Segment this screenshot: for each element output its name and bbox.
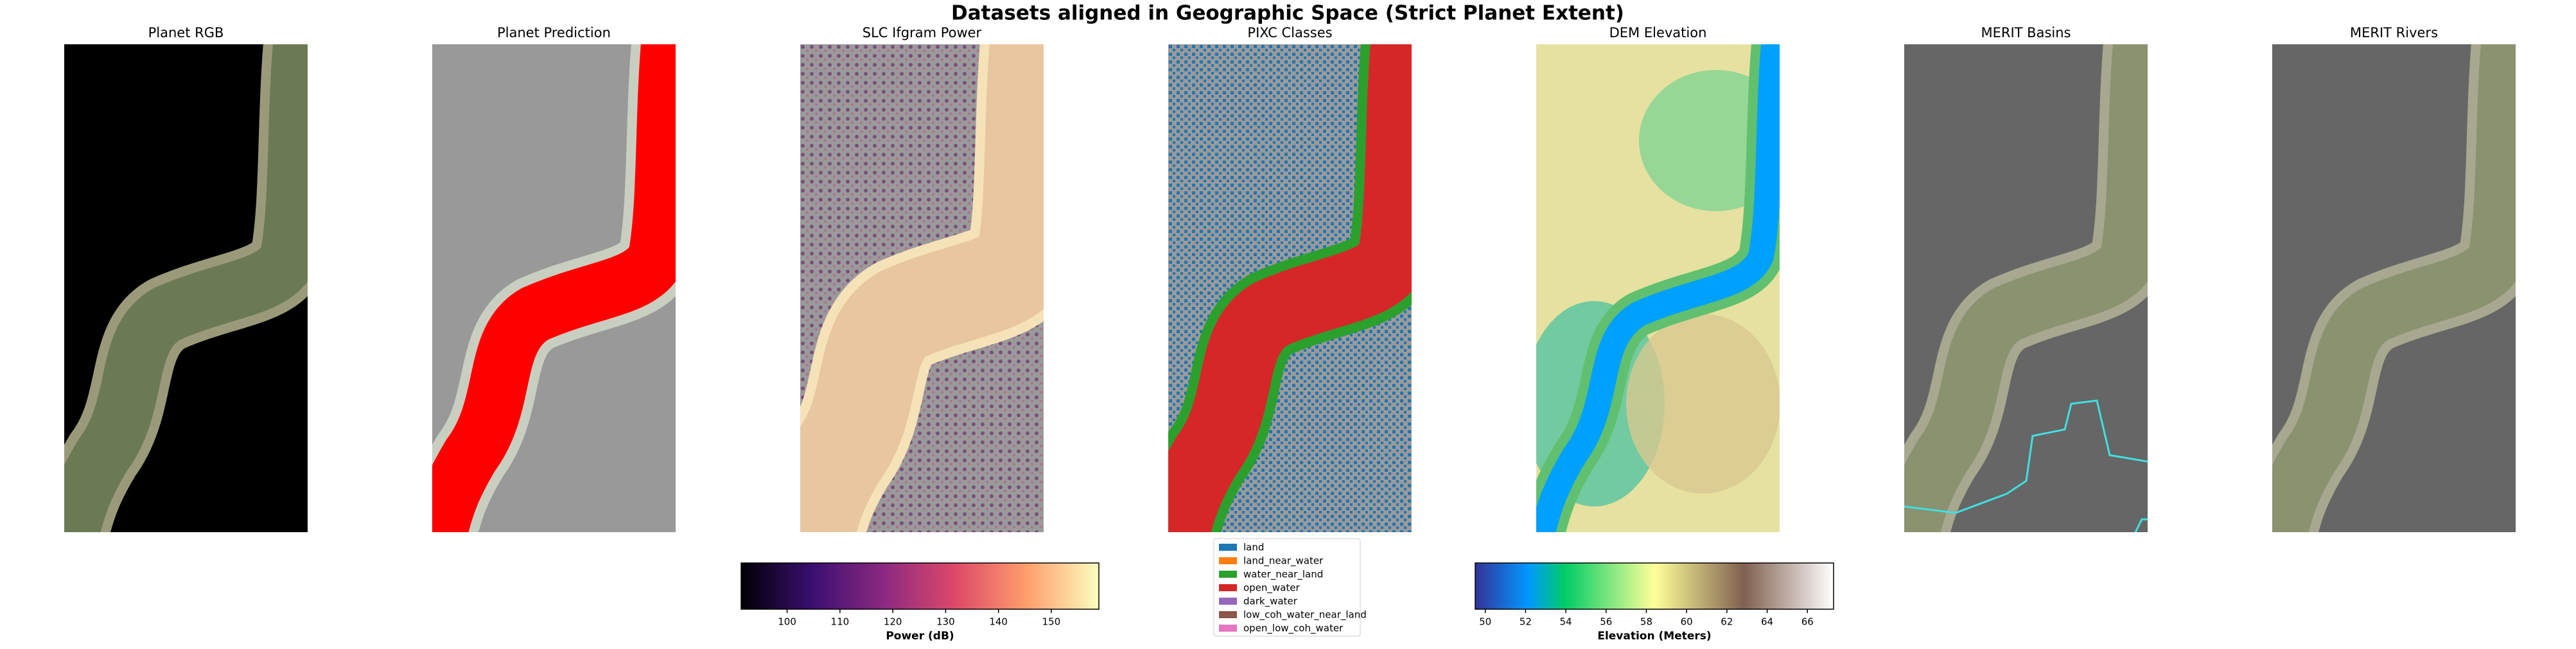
image-content xyxy=(432,44,676,532)
colorbar-tick-label: 52 xyxy=(1520,616,1532,628)
river xyxy=(2272,44,2516,532)
river xyxy=(64,44,308,532)
legend-label: land_near_water xyxy=(1243,555,1324,567)
image-content xyxy=(64,44,308,532)
panel-title: MERIT Rivers xyxy=(2350,25,2438,40)
colorbar-tick-label: 66 xyxy=(1801,616,1814,628)
colorbar-tick-label: 58 xyxy=(1640,616,1652,628)
legend-label: dark_water xyxy=(1243,596,1298,608)
colorbar-label: Power (dB) xyxy=(886,630,954,643)
colorbar-tick-label: 130 xyxy=(936,616,955,628)
river xyxy=(800,44,1044,532)
panel-title: MERIT Basins xyxy=(1981,25,2071,40)
river xyxy=(432,44,676,532)
panel-image xyxy=(1904,44,2148,532)
legend-label: low_coh_water_near_land xyxy=(1243,609,1367,621)
panel-title: SLC Ifgram Power xyxy=(863,25,982,40)
colorbar-label: Elevation (Meters) xyxy=(1597,630,1711,643)
colorbar-tick-label: 62 xyxy=(1721,616,1733,628)
panel-title: Planet RGB xyxy=(148,25,224,40)
image-content xyxy=(1168,44,1412,532)
legend-label: water_near_land xyxy=(1243,569,1323,581)
legend-label: open_water xyxy=(1243,582,1301,594)
colorbar xyxy=(740,562,1100,610)
image-content xyxy=(800,44,1044,532)
terrain-high xyxy=(1626,314,1780,494)
legend-swatch xyxy=(1219,557,1237,564)
legend-swatch xyxy=(1219,625,1237,632)
legend-frame xyxy=(1213,538,1361,637)
colorbar-tick-label: 100 xyxy=(778,616,796,628)
colorbar-tick-label: 120 xyxy=(884,616,902,628)
panel-image xyxy=(64,44,308,532)
colorbar-tick-label: 150 xyxy=(1042,616,1061,628)
colorbar-tick-label: 54 xyxy=(1560,616,1572,628)
basin-boundary xyxy=(1904,399,2148,532)
image-content xyxy=(1536,44,1780,532)
legend-swatch xyxy=(1219,584,1237,591)
image-content xyxy=(1904,44,2148,532)
panel-title: PIXC Classes xyxy=(1247,25,1332,40)
colorbar-tick-label: 56 xyxy=(1600,616,1612,628)
legend-swatch xyxy=(1219,611,1237,618)
panel-image xyxy=(1168,44,1412,532)
colorbar-tick-label: 64 xyxy=(1761,616,1773,628)
colorbar-tick-label: 140 xyxy=(989,616,1008,628)
panel-image xyxy=(2272,44,2516,532)
panel-image xyxy=(800,44,1044,532)
legend-swatch xyxy=(1219,571,1237,578)
legend-swatch xyxy=(1219,544,1237,551)
panel-title: DEM Elevation xyxy=(1609,25,1707,40)
panel-title: Planet Prediction xyxy=(497,25,611,40)
river xyxy=(1904,44,2148,532)
colorbar-tick-label: 60 xyxy=(1681,616,1693,628)
river xyxy=(1536,44,1780,532)
colorbar-tick-label: 50 xyxy=(1479,616,1491,628)
panel-image xyxy=(1536,44,1780,532)
legend-swatch xyxy=(1219,598,1237,605)
figure-title: Datasets aligned in Geographic Space (St… xyxy=(951,2,1624,25)
legend-label: land xyxy=(1243,542,1264,553)
image-content xyxy=(2272,44,2516,532)
colorbar xyxy=(1475,562,1834,610)
river xyxy=(1168,44,1412,532)
terrain-low xyxy=(1639,70,1780,211)
panel-image xyxy=(432,44,676,532)
colorbar-tick-label: 110 xyxy=(831,616,850,628)
legend-label: open_low_coh_water xyxy=(1243,623,1344,635)
